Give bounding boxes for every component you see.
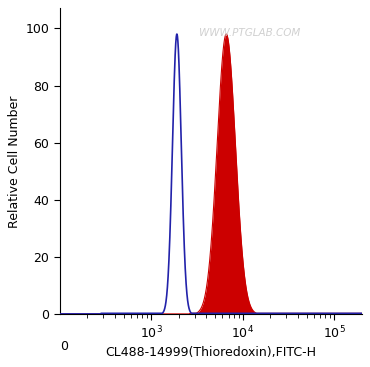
Y-axis label: Relative Cell Number: Relative Cell Number xyxy=(9,95,21,228)
Text: 0: 0 xyxy=(60,340,68,353)
X-axis label: CL488-14999(Thioredoxin),FITC-H: CL488-14999(Thioredoxin),FITC-H xyxy=(105,346,316,359)
Text: WWW.PTGLAB.COM: WWW.PTGLAB.COM xyxy=(199,28,301,38)
